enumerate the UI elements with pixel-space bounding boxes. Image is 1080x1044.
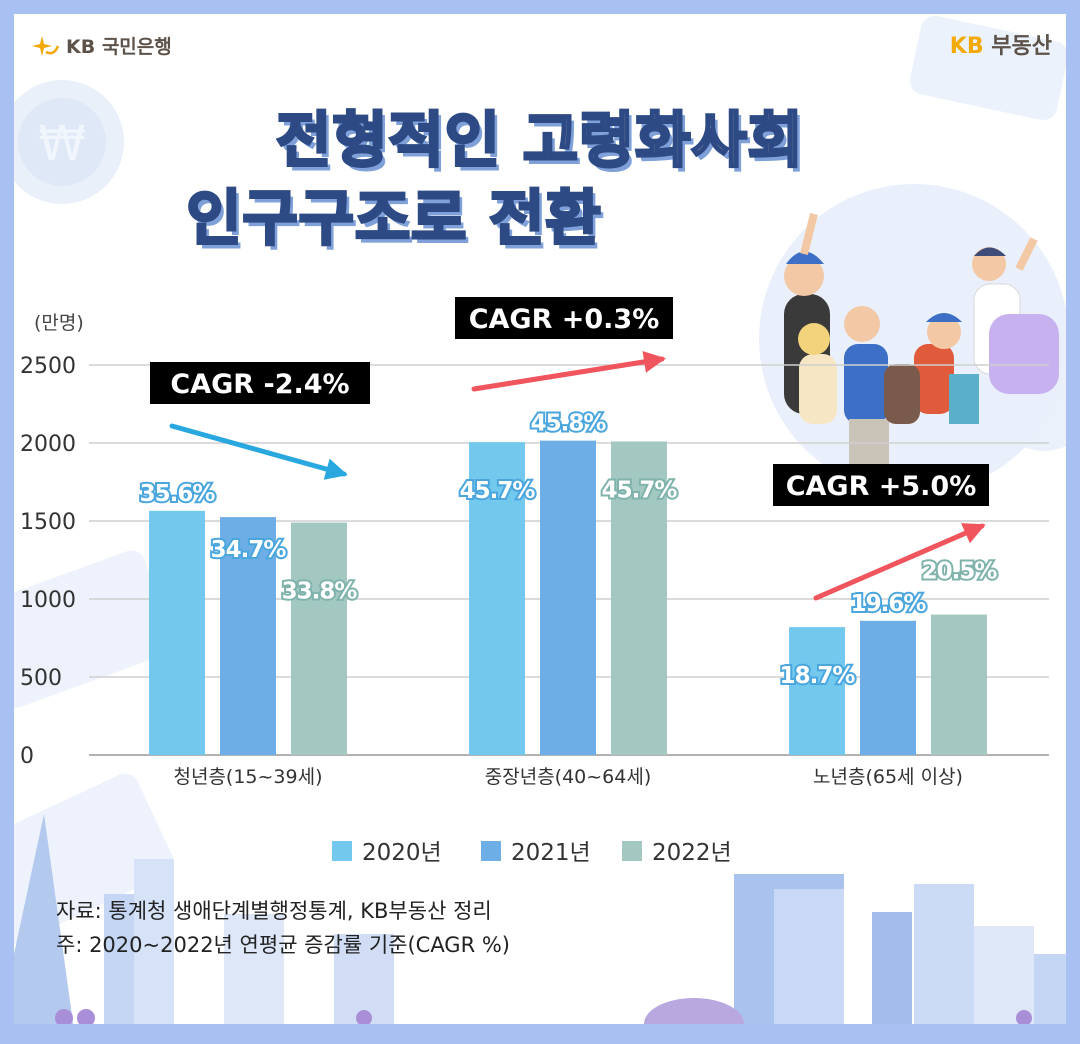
trend-arrow-head-icon — [323, 458, 348, 480]
banknote-icon — [14, 15, 1066, 945]
data-label: 19.6% — [851, 591, 927, 617]
title-line-2: 인구구조로 전환 — [185, 183, 602, 256]
y-tick-label: 500 — [20, 666, 62, 691]
bar-chart: (만명) 0 500 1000 1500 2000 2500 35.6% 45.7% 18.7% 3… — [20, 297, 1049, 866]
bar-2020년 — [149, 510, 205, 755]
x-tick-label: 청년층(15~39세) — [173, 766, 322, 788]
y-axis-unit-label: (만명) — [34, 312, 84, 334]
trend-arrow-line — [169, 423, 347, 477]
x-tick-label: 노년층(65세 이상) — [813, 766, 963, 788]
source-note: 자료: 통계청 생애단계별행정통계, KB부동산 정리 — [56, 899, 492, 923]
data-label: 45.7% — [602, 477, 678, 503]
y-tick-label: 2500 — [20, 354, 76, 379]
data-label: 45.8% — [531, 411, 607, 437]
star-logo-icon — [32, 35, 60, 56]
kb-realestate-brand: KB 부동산 — [950, 28, 1052, 60]
bar-2020년 — [469, 442, 525, 755]
trend-arrow-head-icon — [642, 350, 666, 373]
data-label: 20.5% — [922, 559, 998, 585]
footnotes: 자료: 통계청 생애단계별행정통계, KB부동산 정리 주: 2020~2022… — [56, 894, 510, 962]
coin-icon: ₩ — [14, 80, 124, 204]
trend-arrow-head-icon — [961, 523, 986, 544]
title-part-1: 전형적인 — [275, 105, 502, 178]
legend-swatch — [622, 841, 642, 861]
cagr-annotation-text: CAGR -2.4% — [170, 369, 349, 400]
cagr-annotation-box — [773, 464, 989, 506]
bar-2021년 — [860, 620, 916, 755]
kb-bank-logo: KB 국민은행 — [30, 32, 172, 59]
title-highlight: 고령화사회 — [521, 105, 804, 178]
legend-label: 2020년 — [362, 840, 442, 866]
y-tick-label: 1000 — [20, 588, 76, 613]
data-label: 45.7% — [460, 478, 536, 504]
legend-swatch — [481, 841, 501, 861]
legend-swatch — [332, 841, 352, 861]
y-tick-label: 2000 — [20, 432, 76, 457]
bar-2021년 — [220, 517, 276, 755]
cagr-annotation-box — [150, 362, 370, 404]
cagr-note: 주: 2020~2022년 연평균 증감률 기준(CAGR %) — [56, 933, 510, 957]
legend-label: 2022년 — [652, 840, 732, 866]
bank-logo-text: KB 국민은행 — [66, 36, 172, 58]
data-label: 33.8% — [282, 579, 358, 605]
x-tick-label: 중장년층(40~64세) — [485, 766, 652, 788]
bar-2022년 — [611, 441, 667, 755]
legend-label: 2021년 — [511, 840, 591, 866]
trend-arrow-line — [471, 356, 665, 392]
data-label: 34.7% — [211, 537, 287, 563]
infographic-frame: ₩ — [14, 14, 1066, 1030]
brand-kb: KB — [949, 34, 984, 59]
background-decoration: ₩ — [14, 15, 1066, 1030]
cagr-annotation-box — [455, 297, 673, 339]
bar-2022년 — [931, 614, 987, 755]
title-line-1: 전형적인 고령화사회 — [14, 92, 1066, 179]
cagr-annotation-text: CAGR +5.0% — [786, 471, 977, 502]
y-tick-label: 1500 — [20, 510, 76, 535]
trend-arrow-line — [813, 523, 985, 601]
city-skyline — [14, 814, 1066, 1030]
data-label: 18.7% — [780, 663, 856, 689]
svg-text:₩: ₩ — [38, 116, 85, 172]
celebrating-people-illustration — [759, 184, 1066, 494]
y-tick-label: 0 — [20, 744, 34, 769]
data-label: 35.6% — [140, 481, 216, 507]
bar-2022년 — [291, 522, 347, 755]
bar-2021년 — [540, 440, 596, 755]
brand-name: 부동산 — [991, 34, 1052, 59]
bar-2020년 — [789, 627, 845, 755]
cagr-annotation-text: CAGR +0.3% — [469, 304, 660, 335]
